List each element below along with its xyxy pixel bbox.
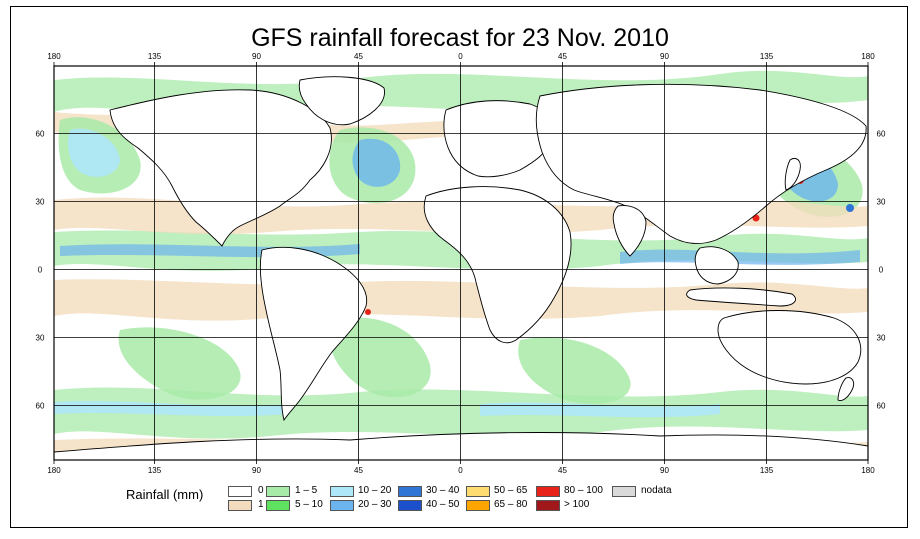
japan-outline (784, 158, 801, 191)
lat-tick-left: 30 (36, 198, 45, 207)
lon-tick-bottom: 45 (558, 466, 567, 475)
north-america-outline (109, 89, 332, 247)
rain-core-pacific (846, 204, 854, 212)
indonesia-outline (686, 287, 796, 307)
tick-marks (53, 62, 869, 464)
lon-tick-top: 0 (458, 52, 463, 61)
lon-tick-bottom: 90 (252, 466, 261, 475)
rain-southern-ocean-core (54, 401, 290, 416)
legend-swatch (266, 486, 290, 497)
lon-tick-bottom: 180 (47, 466, 61, 475)
legend-label: 1 – 5 (295, 485, 318, 496)
southeast-asia-outline (694, 246, 739, 285)
lon-tick-top: 180 (47, 52, 61, 61)
rain-band-tropics-core-east (620, 249, 860, 265)
lon-tick-top: 135 (760, 52, 774, 61)
rain-north-atlantic-core (352, 138, 401, 187)
legend-swatch (330, 486, 354, 497)
legend-swatch (536, 500, 560, 511)
lat-tick-left: 60 (36, 130, 45, 139)
legend-swatch (466, 500, 490, 511)
legend-label: 0 (258, 485, 264, 496)
greenland-outline (298, 76, 385, 126)
legend-title: Rainfall (mm) (126, 487, 204, 502)
lon-tick-bottom: 45 (354, 466, 363, 475)
lat-tick-left: 60 (36, 402, 45, 411)
legend-label: 30 – 40 (426, 485, 460, 496)
legend-swatch (536, 486, 560, 497)
rain-south-indian (518, 337, 631, 404)
legend-label: 50 – 65 (494, 485, 528, 496)
lon-tick-bottom: 135 (760, 466, 774, 475)
rain-southern-ocean-core-east (480, 402, 720, 418)
rain-north-pacific-core (68, 128, 120, 177)
lat-tick-left: 30 (36, 334, 45, 343)
legend-label: 5 – 10 (295, 499, 323, 510)
lon-tick-top: 45 (354, 52, 363, 61)
asia-outline (535, 83, 867, 244)
lat-tick-right: 30 (877, 334, 886, 343)
legend-label: 65 – 80 (494, 499, 528, 510)
legend-label: 80 – 100 (564, 485, 603, 496)
legend-label: 1 (258, 499, 264, 510)
legend-swatch (398, 486, 422, 497)
legend-swatch (612, 486, 636, 497)
lon-tick-top: 45 (558, 52, 567, 61)
legend-swatch (228, 486, 252, 497)
legend-swatch (330, 500, 354, 511)
legend-label: 20 – 30 (358, 499, 392, 510)
lat-tick-left: 0 (38, 266, 43, 275)
lat-tick-right: 60 (877, 402, 886, 411)
india-outline (612, 205, 647, 257)
legend-swatch (398, 500, 422, 511)
map-border (53, 65, 869, 461)
legend-label: 10 – 20 (358, 485, 392, 496)
lat-tick-right: 30 (877, 198, 886, 207)
graticule (54, 66, 868, 460)
lat-tick-right: 0 (879, 266, 884, 275)
lon-tick-bottom: 0 (458, 466, 463, 475)
legend-label: nodata (641, 485, 672, 496)
legend-label: 40 – 50 (426, 499, 460, 510)
lon-tick-top: 180 (861, 52, 875, 61)
lon-tick-bottom: 180 (861, 466, 875, 475)
legend-swatch (266, 500, 290, 511)
legend-swatch (466, 486, 490, 497)
lon-tick-top: 135 (148, 52, 162, 61)
rain-core-brazil (365, 309, 371, 315)
europe-outline (443, 100, 554, 178)
map-title: GFS rainfall forecast for 23 Nov. 2010 (251, 24, 669, 52)
lon-tick-bottom: 135 (148, 466, 162, 475)
lon-tick-bottom: 90 (660, 466, 669, 475)
africa-outline (423, 186, 572, 344)
lon-tick-top: 90 (660, 52, 669, 61)
figure-frame (10, 6, 908, 528)
australia-outline (717, 310, 862, 385)
legend-label: > 100 (564, 499, 590, 510)
rain-south-pacific (118, 327, 241, 400)
lon-tick-top: 90 (252, 52, 261, 61)
new-zealand-outline (837, 377, 855, 401)
legend-swatch (228, 500, 252, 511)
lat-tick-right: 60 (877, 130, 886, 139)
